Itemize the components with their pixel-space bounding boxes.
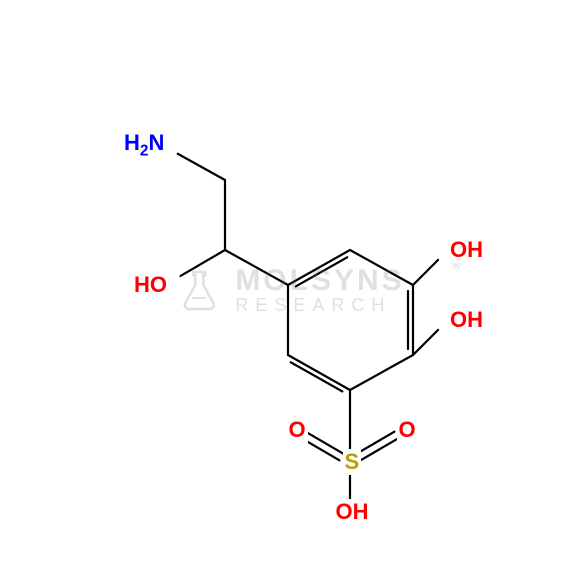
- atom-label-O5: O: [397, 417, 418, 443]
- atom-label-O6: OH: [334, 499, 371, 525]
- atom-label-O2: OH: [448, 237, 485, 263]
- atom-label-N: H2N: [122, 130, 166, 160]
- atom-label-S: S: [343, 449, 362, 475]
- molecule-svg: [0, 0, 580, 580]
- atom-label-O1: HO: [132, 272, 169, 298]
- atom-label-O3: OH: [448, 307, 485, 333]
- atom-label-O4: O: [287, 417, 308, 443]
